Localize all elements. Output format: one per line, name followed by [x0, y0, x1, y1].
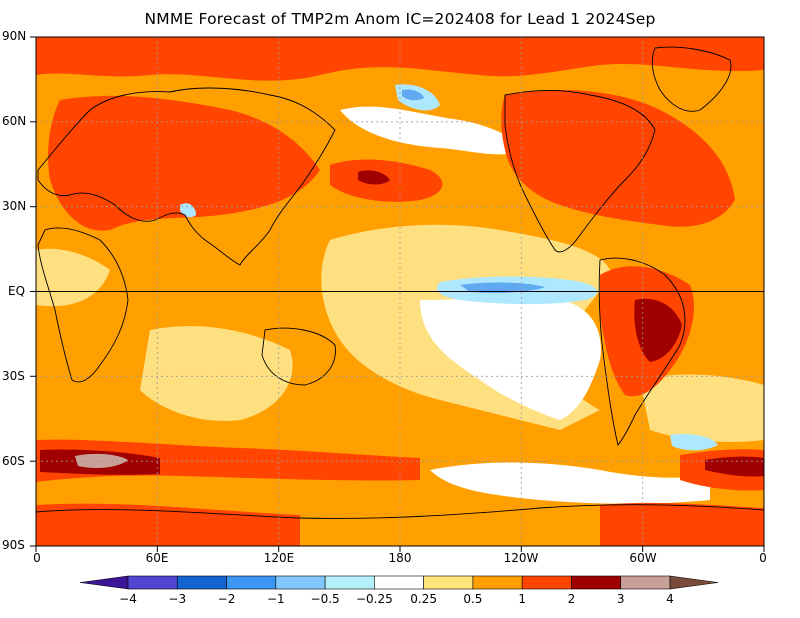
- colorbar-label: 1: [518, 592, 526, 606]
- antarctic-warm-region-east: [600, 502, 764, 546]
- lon-label-0-east: 0: [759, 551, 767, 565]
- coastlines: [36, 46, 764, 519]
- lon-label-60e: 60E: [145, 551, 169, 565]
- colorbar-label: −1: [266, 592, 285, 606]
- alaska-cool-core: [402, 89, 424, 101]
- grid-lines: [36, 37, 764, 546]
- lon-label-180: 180: [388, 551, 412, 565]
- indian-ocean-weak-warm: [140, 326, 293, 421]
- lat-label-30s: 30S: [2, 369, 25, 383]
- south-atlantic-cool: [670, 434, 718, 451]
- colorbar-label: −2: [217, 592, 236, 606]
- colorbar-label: 3: [616, 592, 625, 606]
- lat-label-90n: 90N: [2, 29, 27, 43]
- lat-label-eq: EQ: [8, 284, 26, 298]
- colorbar-label: 0.5: [463, 592, 483, 606]
- south-america-strong-warm: [634, 298, 682, 362]
- north-pacific-neutral: [340, 106, 525, 155]
- lat-label-60s: 60S: [2, 454, 25, 468]
- colorbar-label: 2: [567, 592, 576, 606]
- north-america-warm-region: [501, 90, 735, 227]
- colorbar-label: 0.25: [410, 592, 437, 606]
- lat-label-60n: 60N: [2, 114, 27, 128]
- equatorial-pacific-cool-core: [460, 282, 545, 293]
- eurasia-warm-region: [48, 95, 320, 231]
- colorbar-label: −0.25: [355, 592, 393, 606]
- colorbar-label: −0.5: [310, 592, 340, 606]
- lon-label-120w: 120W: [503, 551, 539, 565]
- colorbar-label: 4: [666, 592, 674, 606]
- southern-ocean-strong-warm-east: [705, 456, 764, 477]
- north-pacific-strong-warm: [358, 170, 390, 185]
- pacific-neutral-region: [420, 297, 601, 420]
- south-atlantic-weak-warm: [640, 374, 764, 442]
- colorbar-label: −3: [168, 592, 187, 606]
- lat-label-30n: 30N: [2, 199, 27, 213]
- colorbar-label: −4: [119, 592, 137, 606]
- lat-label-90s: 90S: [2, 538, 25, 552]
- southern-ocean-neutral: [430, 462, 710, 504]
- lon-label-60w: 60W: [629, 551, 657, 565]
- axis-ticks: [30, 36, 765, 552]
- lon-label-0-west: 0: [33, 551, 41, 565]
- lon-label-120e: 120E: [263, 551, 295, 565]
- map-title: NMME Forecast of TMP2m Anom IC=202408 fo…: [144, 10, 656, 28]
